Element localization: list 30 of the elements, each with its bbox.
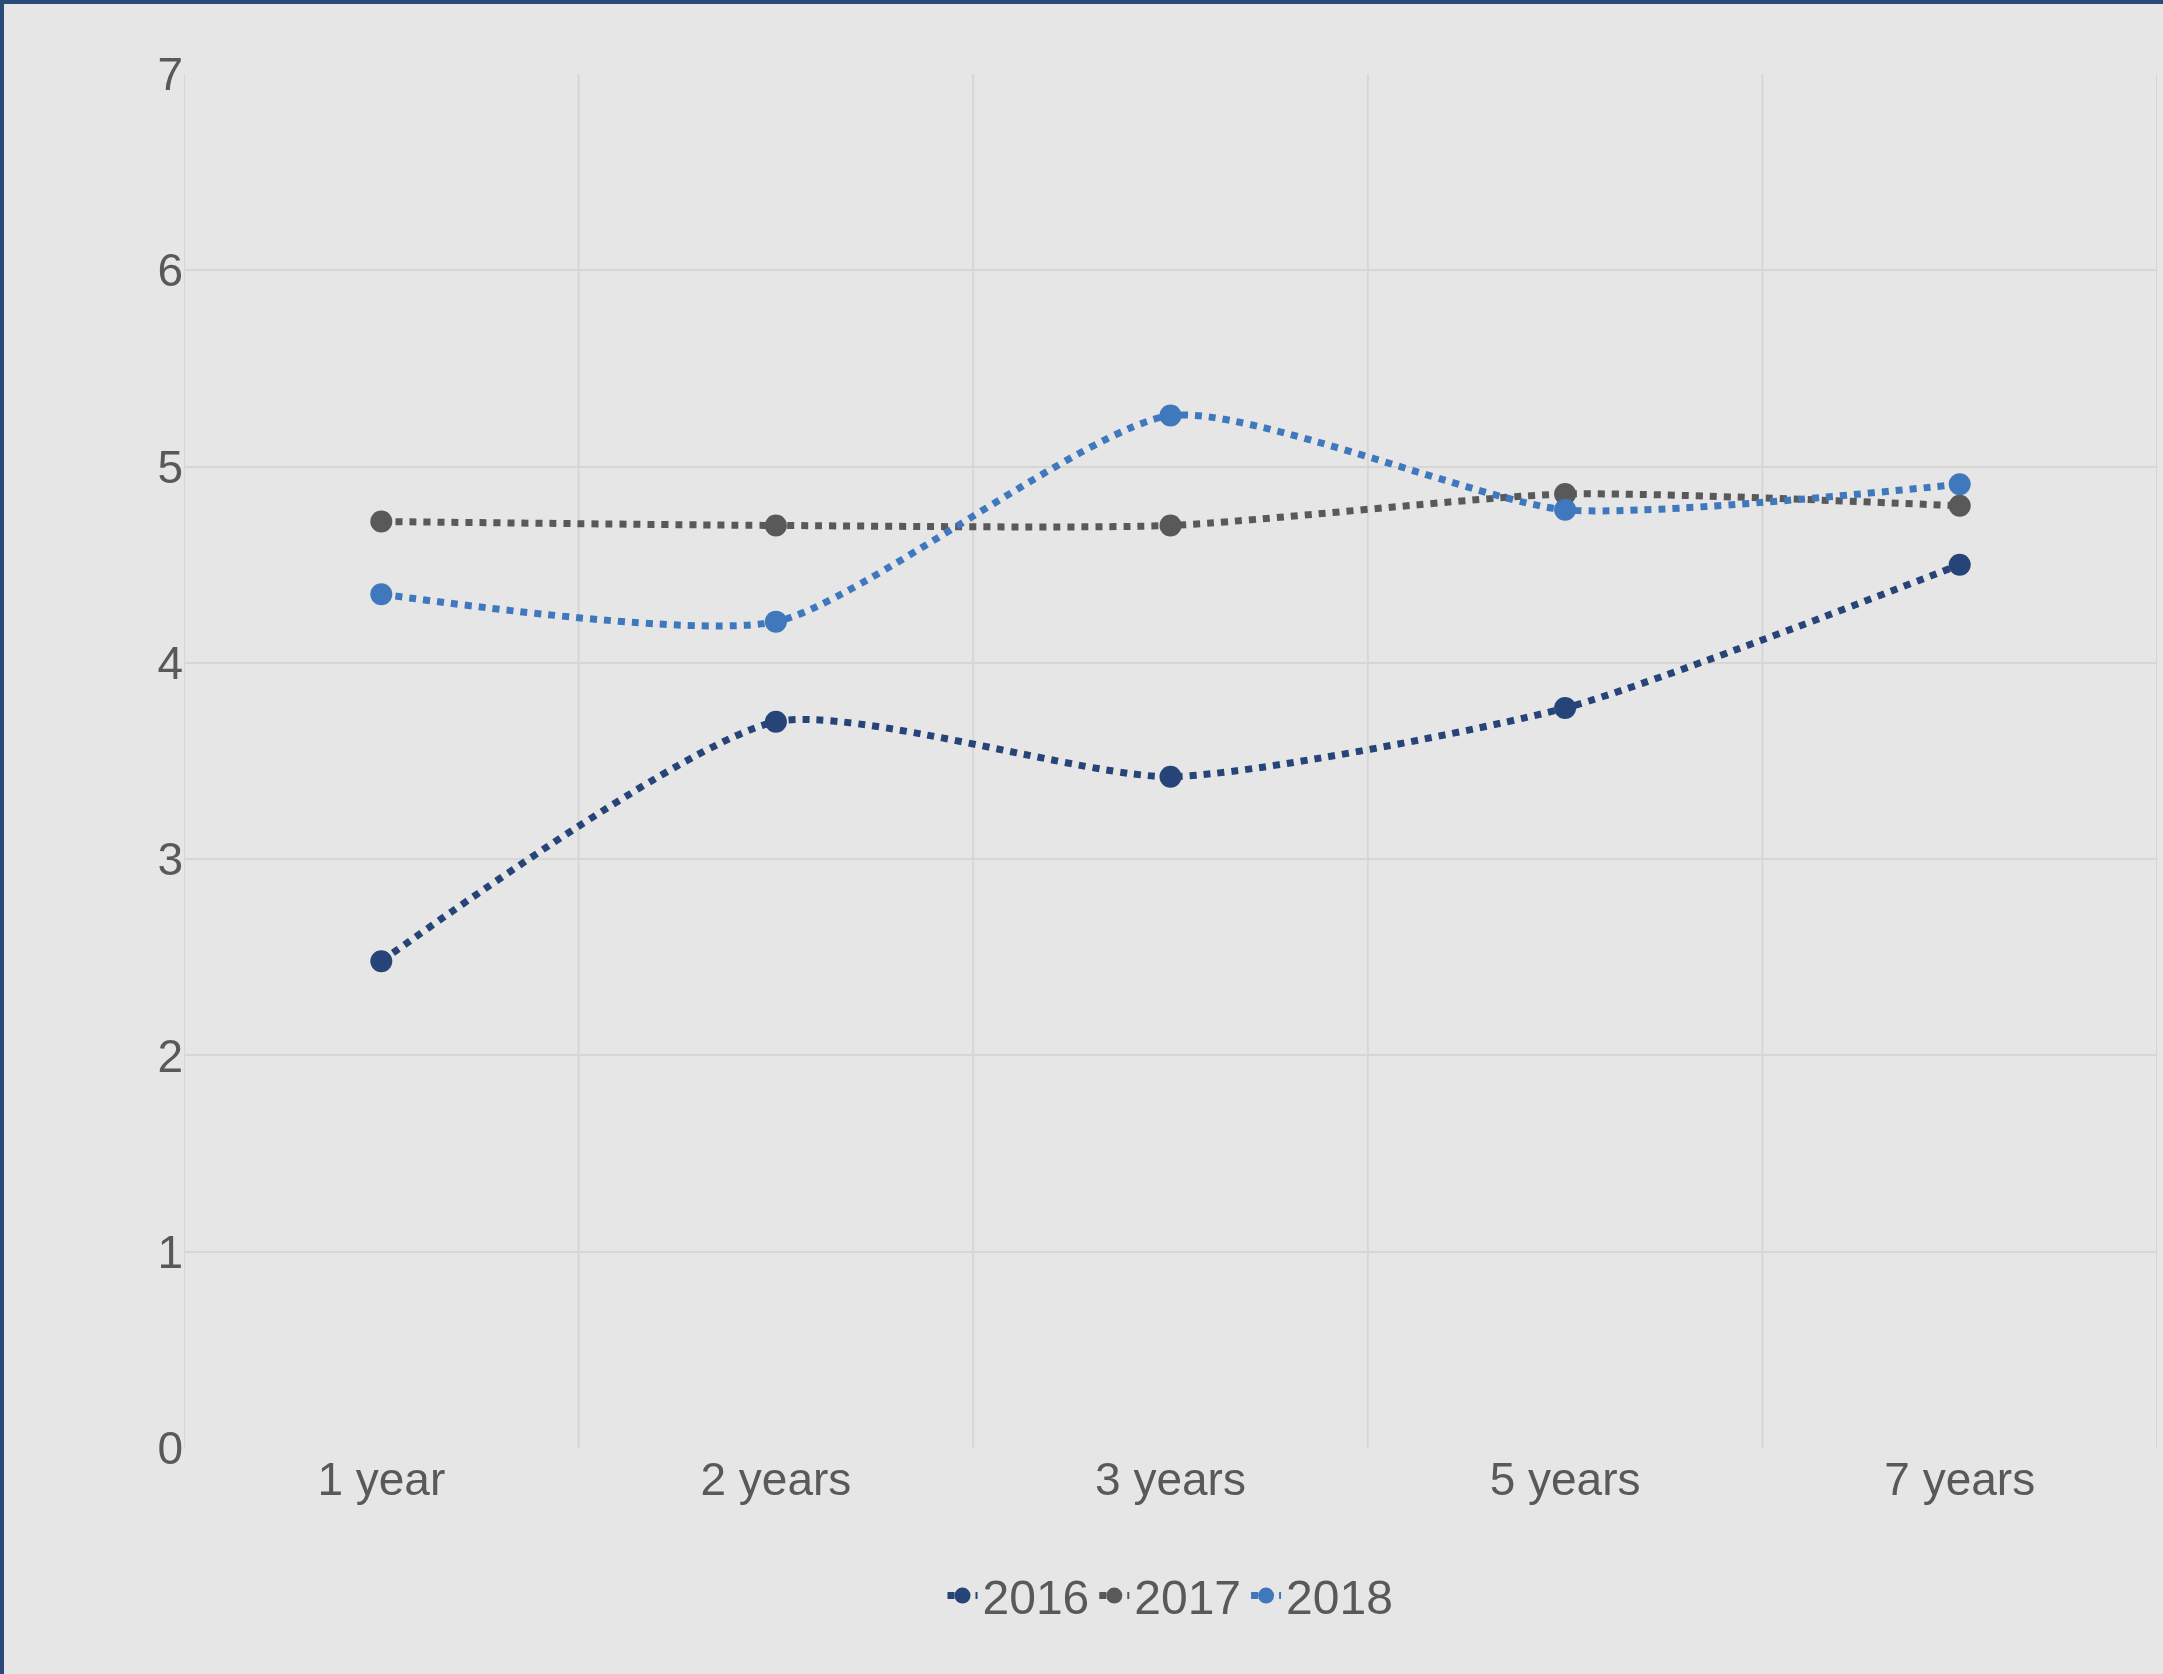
point [1159, 514, 1182, 537]
y-tick-label: 3 [157, 833, 183, 886]
point [1948, 473, 1971, 496]
point [764, 710, 787, 733]
point [1554, 498, 1577, 521]
y-tick-label: 0 [157, 1422, 183, 1475]
y-tick-label: 4 [157, 636, 183, 689]
legend-label: 2016 [982, 1571, 1090, 1625]
y-tick-label: 2 [157, 1029, 183, 1082]
point [1948, 553, 1971, 576]
y-tick-label: 5 [157, 440, 183, 493]
x-tick-label: 7 years [1884, 1453, 2036, 1505]
x-tick-label: 2 years [700, 1453, 852, 1505]
point [1159, 765, 1182, 788]
point [1948, 494, 1971, 517]
point [764, 610, 787, 633]
point [1554, 697, 1577, 719]
point [370, 950, 393, 973]
y-tick-label: 6 [157, 244, 183, 297]
legend-label: 2018 [1286, 1571, 1393, 1625]
y-tick-label: 7 [157, 48, 183, 101]
x-tick-label: 3 years [1095, 1453, 1246, 1505]
x-tick-label: 5 years [1489, 1453, 1641, 1505]
point [370, 583, 393, 606]
point [1159, 404, 1182, 427]
point [370, 510, 393, 533]
y-tick-label: 1 [157, 1225, 183, 1278]
legend-label: 2017 [1134, 1571, 1242, 1625]
point [764, 514, 787, 537]
x-tick-label: 1 year [317, 1453, 446, 1505]
